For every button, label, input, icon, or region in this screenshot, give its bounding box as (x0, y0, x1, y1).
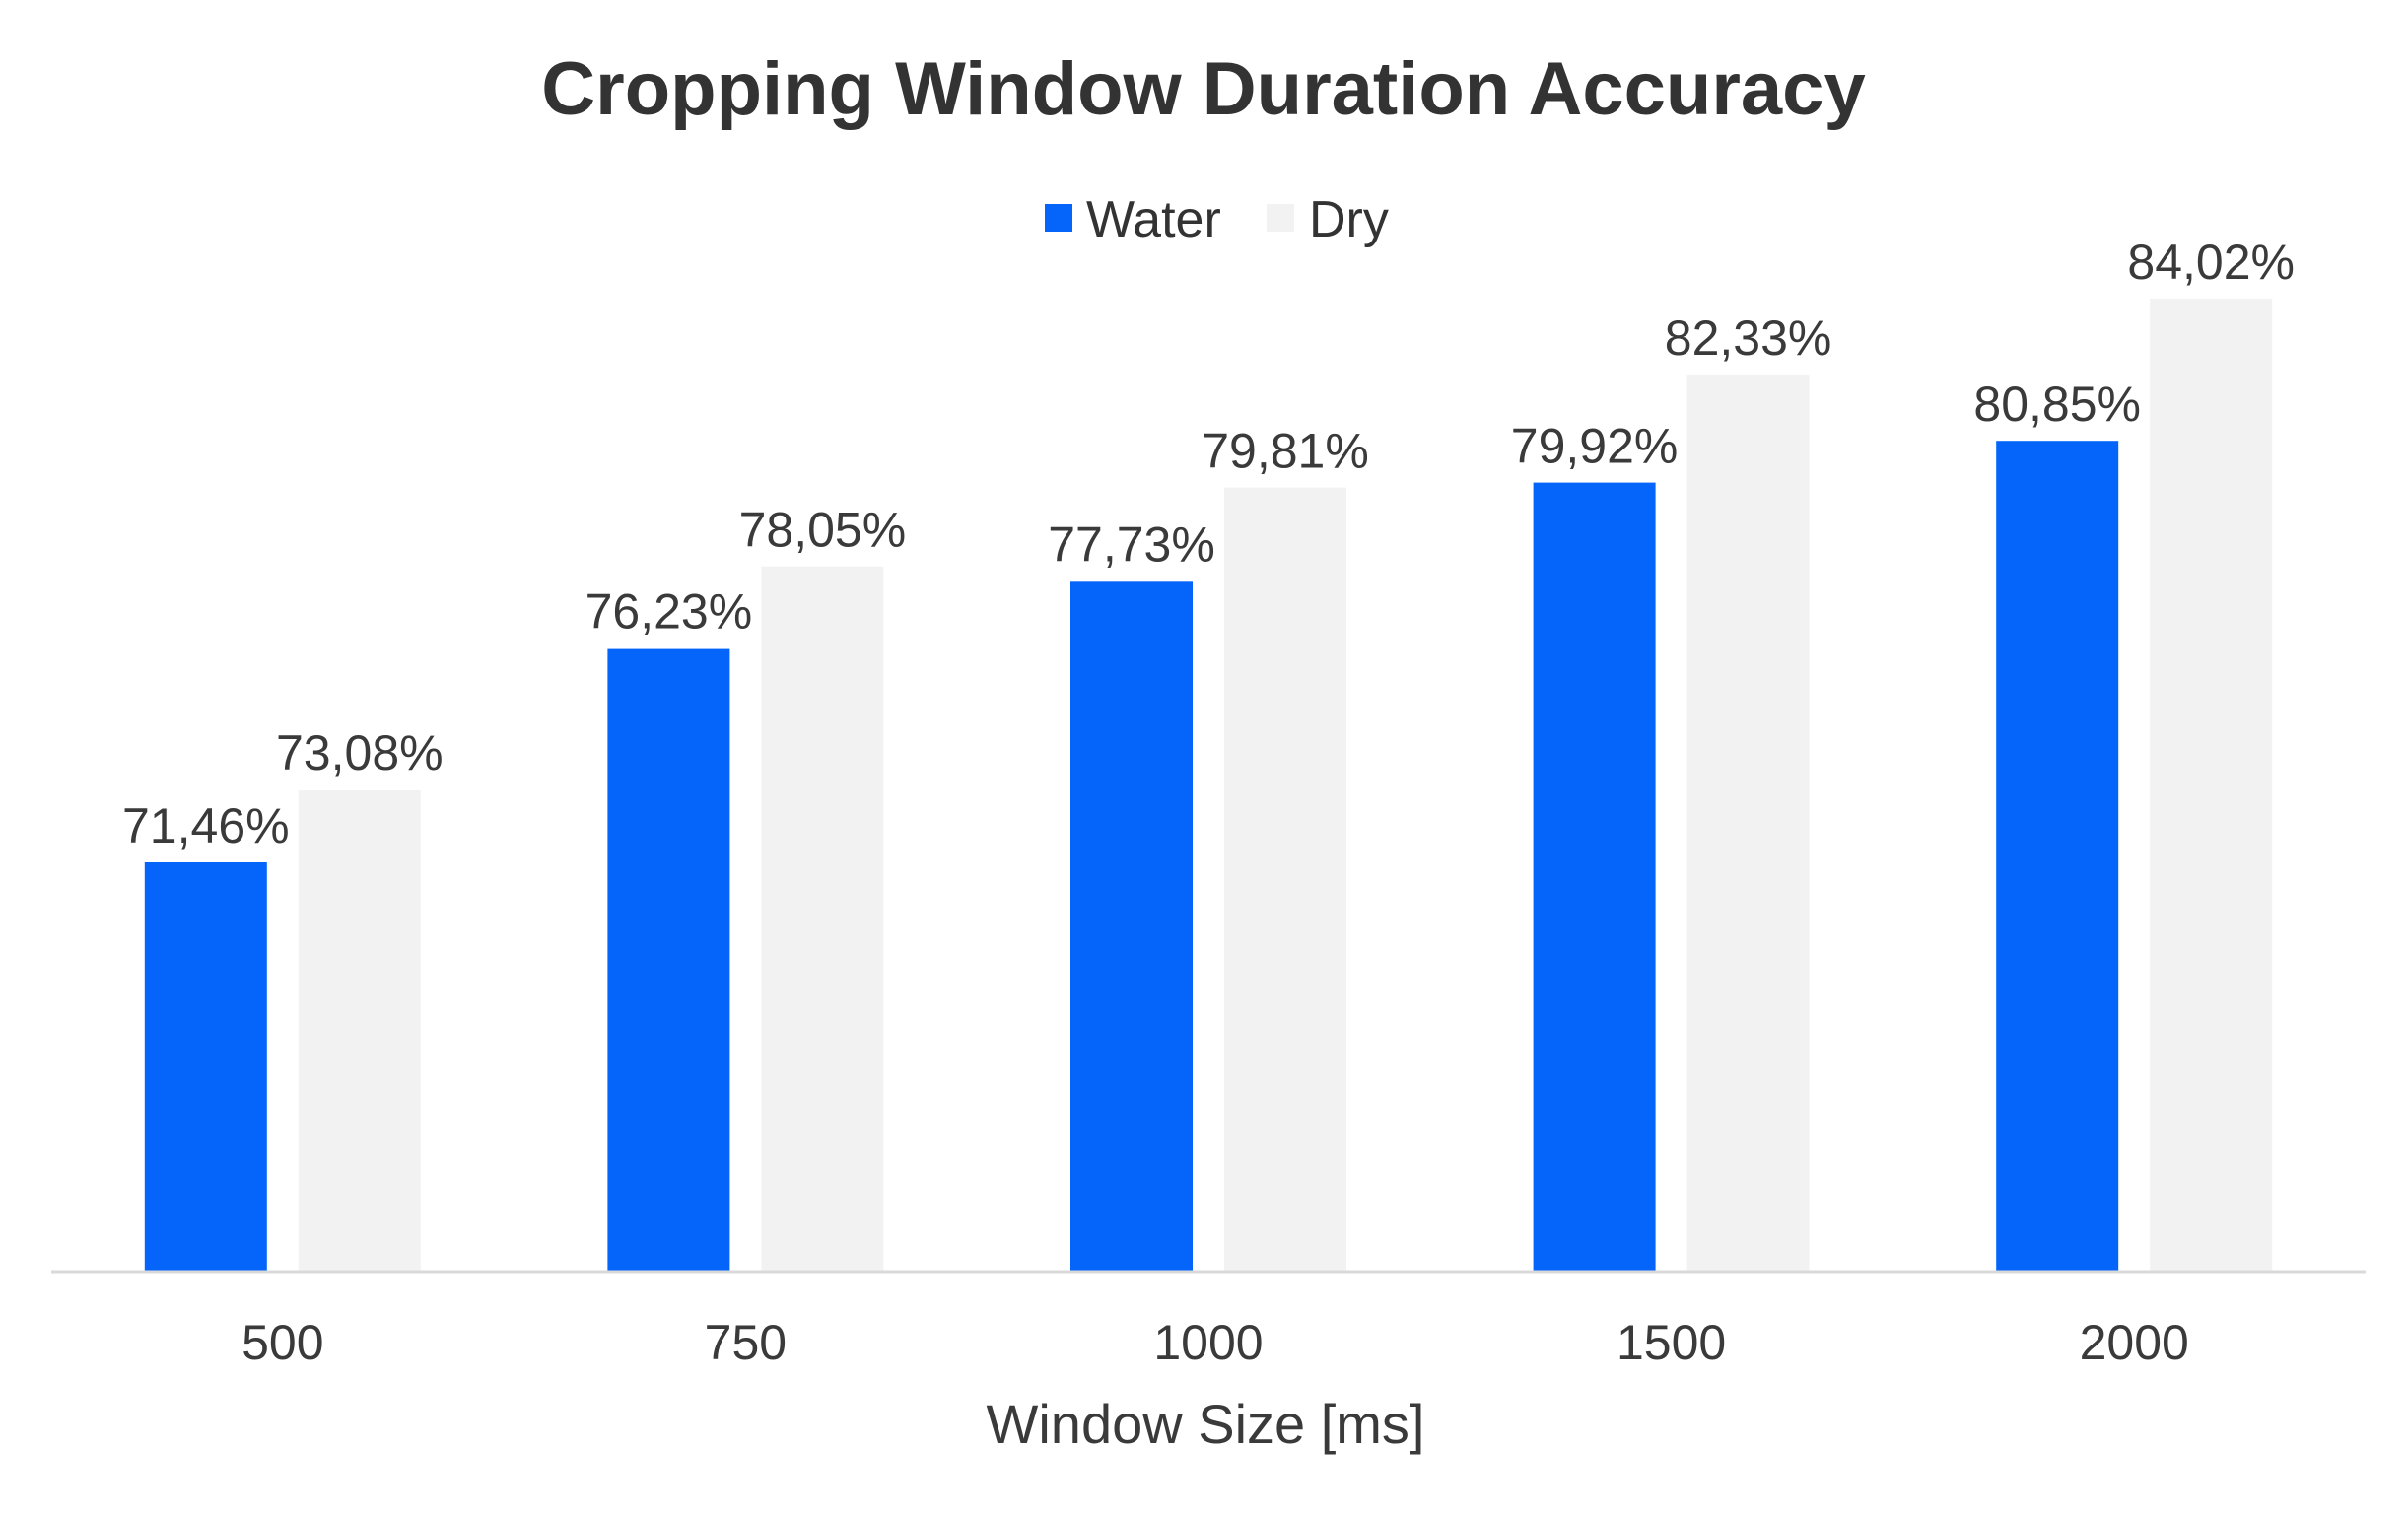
bar-dry-1500 (1686, 374, 1810, 1272)
bar-water-750 (607, 648, 730, 1272)
data-label-water-1000: 77,73% (1048, 517, 1215, 572)
bar-water-500 (144, 862, 267, 1272)
x-axis-title: Window Size [ms] (987, 1393, 1425, 1455)
bars-group (144, 298, 2273, 1273)
x-tick-labels: 500 750 1000 1500 2000 (241, 1315, 2189, 1370)
data-label-dry-1500: 82,33% (1665, 310, 1832, 366)
legend: Water Dry (1045, 191, 1389, 248)
x-tick-label-1500: 1500 (1617, 1315, 1726, 1370)
legend-label-dry: Dry (1309, 191, 1389, 248)
data-label-dry-2000: 84,02% (2127, 235, 2295, 290)
data-label-dry-1000: 79,81% (1202, 424, 1369, 479)
x-tick-label-1000: 1000 (1153, 1315, 1263, 1370)
data-labels-group: 71,46% 73,08% 76,23% 78,05% 77,73% 79,81% 79,9… (122, 235, 2295, 854)
bar-dry-1000 (1224, 487, 1346, 1273)
bar-water-1500 (1533, 482, 1656, 1273)
bar-dry-750 (761, 566, 884, 1272)
data-label-water-2000: 80,85% (1973, 377, 2141, 432)
data-label-dry-750: 78,05% (739, 503, 907, 558)
data-label-dry-500: 73,08% (276, 725, 444, 781)
x-tick-label-2000: 2000 (2080, 1315, 2189, 1370)
data-label-water-500: 71,46% (122, 798, 290, 854)
x-tick-label-750: 750 (705, 1315, 787, 1370)
legend-swatch-dry (1267, 204, 1294, 232)
data-label-water-1500: 79,92% (1511, 419, 1679, 474)
legend-swatch-water (1045, 204, 1072, 232)
bar-water-1000 (1070, 581, 1193, 1272)
bar-dry-2000 (2150, 298, 2273, 1272)
legend-label-water: Water (1086, 191, 1221, 248)
bar-dry-500 (298, 790, 421, 1272)
data-label-water-750: 76,23% (585, 585, 753, 640)
x-tick-label-500: 500 (241, 1315, 323, 1370)
chart-title: Cropping Window Duration Accuracy (541, 47, 1865, 131)
bar-water-2000 (1996, 441, 2119, 1272)
